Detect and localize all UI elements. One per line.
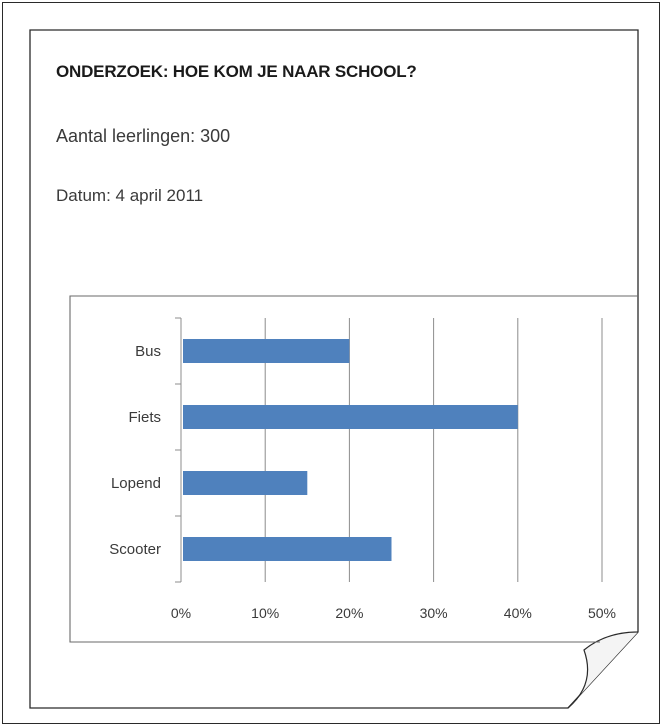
x-tick-label: 30% xyxy=(420,605,448,621)
x-tick-label: 20% xyxy=(335,605,363,621)
category-label: Fiets xyxy=(128,409,161,426)
category-label: Bus xyxy=(135,343,161,360)
x-tick-label: 0% xyxy=(171,605,191,621)
student-count-text: Aantal leerlingen: 300 xyxy=(56,126,231,146)
category-label: Lopend xyxy=(111,475,161,492)
date-text: Datum: 4 april 2011 xyxy=(56,186,204,205)
bar xyxy=(183,339,350,363)
bar-chart: 0% 10% 20% 30% 40% 50% Bus Fiets Lopend Scooter xyxy=(109,317,616,621)
bar xyxy=(183,405,518,429)
x-tick-label: 10% xyxy=(251,605,279,621)
x-tick-label: 40% xyxy=(504,605,532,621)
category-label: Scooter xyxy=(109,541,161,558)
bar xyxy=(183,537,392,561)
bars-layer xyxy=(183,339,518,561)
x-tick-label: 50% xyxy=(588,605,616,621)
labels-layer: 0% 10% 20% 30% 40% 50% Bus Fiets Lopend Scooter xyxy=(109,343,616,621)
chart-box xyxy=(69,295,638,643)
page-title: ONDERZOEK: HOE KOM JE NAAR SCHOOL? xyxy=(56,62,417,81)
bar xyxy=(183,471,308,495)
page-curl xyxy=(567,631,639,709)
